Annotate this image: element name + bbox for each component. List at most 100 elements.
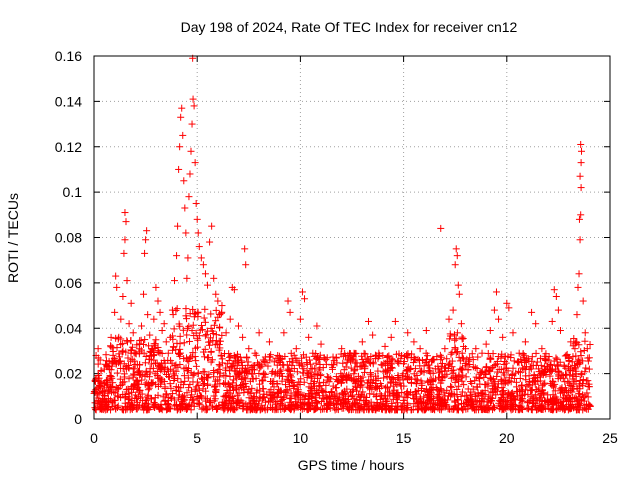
data-points bbox=[90, 54, 594, 414]
data-point bbox=[99, 387, 107, 395]
data-point bbox=[295, 359, 303, 367]
data-point bbox=[577, 211, 585, 219]
data-point bbox=[228, 363, 236, 371]
data-point bbox=[416, 362, 424, 370]
data-point bbox=[512, 378, 520, 386]
data-point bbox=[372, 352, 380, 360]
data-point bbox=[289, 379, 297, 387]
data-point bbox=[453, 329, 461, 337]
data-point bbox=[394, 358, 402, 366]
data-point bbox=[189, 371, 197, 379]
data-point bbox=[233, 400, 241, 408]
data-point bbox=[261, 398, 269, 406]
data-point bbox=[576, 236, 584, 244]
data-point bbox=[452, 245, 460, 253]
data-point bbox=[354, 391, 362, 399]
data-point bbox=[558, 385, 566, 393]
data-point bbox=[245, 345, 253, 353]
data-point bbox=[579, 376, 587, 384]
data-point bbox=[189, 321, 197, 329]
data-point bbox=[437, 385, 445, 393]
data-point bbox=[304, 406, 312, 414]
data-point bbox=[356, 381, 364, 389]
data-point bbox=[152, 283, 160, 291]
data-point bbox=[473, 403, 481, 411]
data-point bbox=[328, 365, 336, 373]
data-point bbox=[136, 394, 144, 402]
data-point bbox=[172, 346, 180, 354]
data-point bbox=[224, 404, 232, 412]
data-point bbox=[105, 403, 113, 411]
data-point bbox=[482, 340, 490, 348]
data-point bbox=[523, 382, 531, 390]
data-point bbox=[452, 349, 460, 357]
data-point bbox=[162, 338, 170, 346]
data-point bbox=[186, 380, 194, 388]
data-point bbox=[233, 350, 241, 358]
data-point bbox=[255, 397, 263, 405]
data-point bbox=[458, 333, 466, 341]
data-point bbox=[192, 357, 200, 365]
data-point bbox=[399, 396, 407, 404]
data-point bbox=[281, 352, 289, 360]
data-point bbox=[381, 342, 389, 350]
data-point bbox=[394, 373, 402, 381]
data-point bbox=[279, 372, 287, 380]
data-point bbox=[252, 400, 260, 408]
data-point bbox=[313, 322, 321, 330]
data-point bbox=[579, 357, 587, 365]
data-point bbox=[181, 377, 189, 385]
data-point bbox=[246, 377, 254, 385]
data-point bbox=[214, 297, 222, 305]
data-point bbox=[410, 338, 418, 346]
data-point bbox=[451, 397, 459, 405]
data-point bbox=[552, 393, 560, 401]
data-point bbox=[277, 366, 285, 374]
data-point bbox=[411, 365, 419, 373]
data-point bbox=[113, 283, 121, 291]
data-point bbox=[150, 345, 158, 353]
data-point bbox=[300, 391, 308, 399]
data-point bbox=[423, 392, 431, 400]
data-point bbox=[466, 354, 474, 362]
data-point bbox=[447, 374, 455, 382]
data-point bbox=[519, 350, 527, 358]
data-point bbox=[310, 382, 318, 390]
data-point bbox=[360, 349, 368, 357]
data-point bbox=[343, 358, 351, 366]
data-point bbox=[471, 364, 479, 372]
data-point bbox=[289, 401, 297, 409]
data-point bbox=[146, 351, 154, 359]
data-point bbox=[348, 401, 356, 409]
data-point bbox=[566, 371, 574, 379]
data-point bbox=[444, 365, 452, 373]
data-point bbox=[109, 379, 117, 387]
data-point bbox=[301, 295, 309, 303]
data-point bbox=[230, 352, 238, 360]
data-point bbox=[315, 382, 323, 390]
data-point bbox=[558, 401, 566, 409]
data-point bbox=[215, 346, 223, 354]
data-point bbox=[123, 277, 131, 285]
data-point bbox=[212, 331, 220, 339]
data-point bbox=[138, 390, 146, 398]
data-point bbox=[283, 387, 291, 395]
data-point bbox=[453, 348, 461, 356]
data-point bbox=[298, 405, 306, 413]
data-point bbox=[412, 402, 420, 410]
data-point bbox=[239, 399, 247, 407]
y-tick-label: 0.12 bbox=[55, 139, 82, 155]
data-point bbox=[94, 360, 102, 368]
data-point bbox=[584, 393, 592, 401]
data-point bbox=[555, 371, 563, 379]
data-point bbox=[466, 361, 474, 369]
data-point bbox=[383, 354, 391, 362]
data-point bbox=[577, 396, 585, 404]
data-point bbox=[223, 397, 231, 405]
data-point bbox=[577, 140, 585, 148]
data-point bbox=[178, 404, 186, 412]
data-point bbox=[298, 288, 306, 296]
data-point bbox=[460, 342, 468, 350]
data-point bbox=[397, 402, 405, 410]
data-point bbox=[227, 393, 235, 401]
